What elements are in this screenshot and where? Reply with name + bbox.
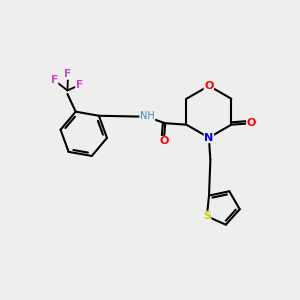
Text: O: O: [247, 118, 256, 128]
Text: S: S: [203, 211, 211, 221]
Text: F: F: [64, 69, 72, 79]
Text: F: F: [76, 80, 83, 90]
Text: F: F: [51, 75, 58, 85]
Text: NH: NH: [140, 111, 155, 121]
Text: N: N: [204, 133, 214, 142]
Text: O: O: [159, 136, 169, 146]
Text: O: O: [204, 81, 214, 91]
